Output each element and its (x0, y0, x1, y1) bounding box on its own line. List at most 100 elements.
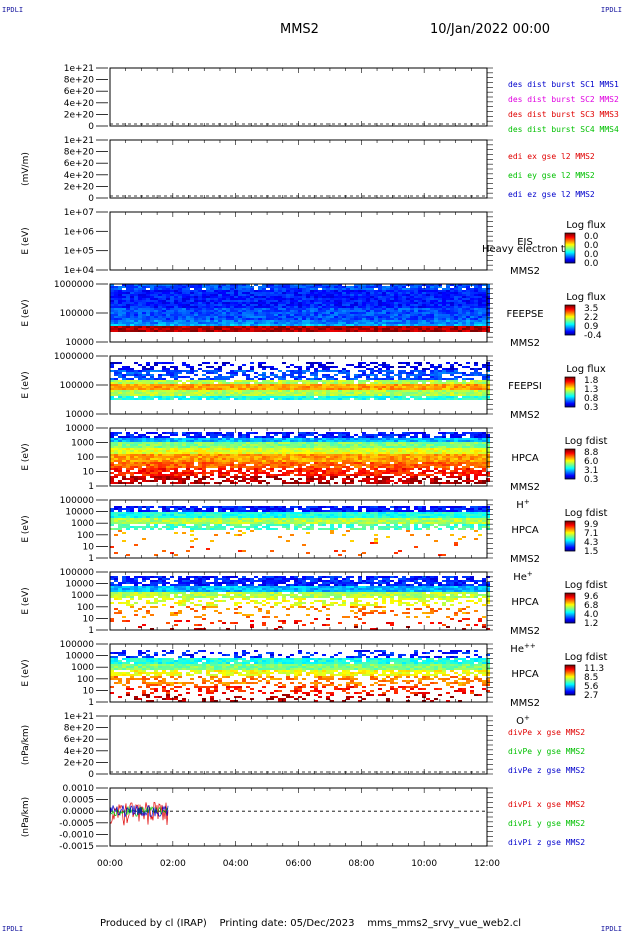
instrument-label: HPCA (511, 669, 539, 680)
species-label: O+ (516, 714, 530, 727)
colorbar-tick: 6.8 (584, 601, 599, 611)
y-tick-label: 10 (83, 468, 95, 478)
panel-frame (109, 715, 488, 775)
x-tick-label: 04:00 (223, 859, 249, 869)
y-tick-label: 1000 (71, 439, 94, 449)
y-tick-label: 100000 (60, 496, 95, 506)
y-tick-label: 1e+07 (64, 208, 94, 218)
y-tick-label: 1000000 (54, 280, 94, 290)
y-tick-label: 1e+21 (64, 64, 94, 74)
y-tick-label: 1 (88, 626, 94, 636)
corner-label-top-left: IPDLI (2, 6, 24, 14)
colorbar-tick: 0.0 (584, 241, 599, 251)
instrument-label: HPCA (511, 597, 539, 608)
instrument-label: FEEPSE (506, 309, 543, 320)
colorbar-tick: 3.1 (584, 466, 598, 476)
instrument-label: HPCA (511, 453, 539, 464)
y-tick-label: 1e+21 (64, 712, 94, 722)
divpi-series-x (109, 801, 169, 826)
x-tick-label: 00:00 (97, 859, 123, 869)
mission-label: MMS2 (510, 338, 540, 349)
y-tick-label: 2e+20 (64, 758, 95, 768)
colorbar-tick: 6.0 (584, 457, 599, 467)
divpi-series-z (109, 805, 169, 818)
y-tick-label: 0.0000 (63, 807, 95, 817)
y-tick-label: 1 (88, 482, 94, 492)
y-tick-label: 10000 (65, 508, 94, 518)
mission-label: MMS2 (510, 482, 540, 493)
y-tick-label: 4e+20 (64, 747, 95, 757)
y-axis-label: E (eV) (21, 515, 31, 542)
spacecraft-title: MMS2 (280, 22, 319, 37)
x-tick-label: 06:00 (286, 859, 312, 869)
y-axis-label: E (eV) (21, 299, 31, 326)
footer: Produced by cl (IRAP) Printing date: 05/… (100, 918, 521, 929)
y-tick-label: -0.0010 (59, 830, 94, 840)
colorbar-tick: 1.5 (584, 547, 598, 557)
y-tick-label: 10000 (65, 410, 94, 420)
colorbar-tick: 1.8 (584, 376, 599, 386)
panel-p5: 1000000 100000 10000 E (eV) FEEPSI MMS2 Log fl… (21, 352, 606, 421)
y-tick-label: 10 (83, 542, 95, 552)
colorbar-tick: 8.5 (584, 673, 598, 683)
colorbar-tick: 0.8 (584, 394, 599, 404)
panel-frame (109, 139, 488, 199)
legend-entry: edi ey gse l2 MMS2 (508, 171, 595, 180)
colorbar (564, 520, 576, 552)
y-tick-label: 1e+06 (64, 227, 95, 237)
y-tick-label: 1000 (71, 663, 94, 673)
colorbar-tick: -0.4 (584, 331, 602, 341)
colorbar-title: Log fdist (565, 580, 608, 591)
colorbar-tick: 2.7 (584, 691, 598, 701)
legend-entry: divPe y gse MMS2 (508, 747, 585, 756)
y-tick-label: 0.0010 (63, 784, 95, 794)
legend-entry: des dist burst SC4 MMS4 (508, 125, 619, 134)
y-tick-label: 0.0005 (63, 796, 95, 806)
y-tick-label: 1e+04 (64, 266, 95, 276)
y-tick-label: 8e+20 (64, 76, 95, 86)
y-tick-label: 100000 (60, 568, 95, 578)
species-label: H+ (516, 498, 530, 511)
y-axis-label: E (eV) (21, 587, 31, 614)
species-label: He+ (513, 570, 533, 583)
colorbar-tick: 1.2 (584, 619, 598, 629)
colorbar (564, 232, 576, 264)
footer-filename: mms_mms2_srvy_vue_web2.cl (367, 918, 522, 929)
y-tick-label: 100 (77, 603, 94, 613)
panel-p3: 1e+07 1e+06 1e+05 1e+04 E (eV) EIS MMS2 Heavy e… (21, 208, 606, 277)
mission-label: MMS2 (510, 626, 540, 637)
y-tick-label: 100 (77, 453, 94, 463)
y-tick-label: 2e+20 (64, 110, 95, 120)
y-axis-label: E (eV) (21, 371, 31, 398)
panel-frame (109, 67, 488, 127)
corner-label-bottom-left: IPDLI (2, 925, 24, 933)
colorbar-tick: 2.2 (584, 313, 598, 323)
colorbar-title: Log fdist (565, 436, 608, 447)
y-tick-label: 4e+20 (64, 99, 95, 109)
colorbar-tick: 1.3 (584, 385, 598, 395)
colorbar (564, 376, 576, 408)
legend-entry: divPe x gse MMS2 (508, 728, 585, 737)
colorbar-tick: 11.3 (584, 664, 604, 674)
y-tick-label: 0 (88, 194, 94, 204)
y-tick-label: 6e+20 (64, 735, 95, 745)
y-axis-label: E (eV) (21, 227, 31, 254)
y-tick-label: 0 (88, 122, 94, 132)
y-axis-label: (nPa/km) (21, 797, 31, 837)
mission-label: MMS2 (510, 410, 540, 421)
y-tick-label: 0 (88, 770, 94, 780)
colorbar-title: Log fdist (565, 652, 608, 663)
colorbar-tick: 8.8 (584, 448, 599, 458)
colorbar-tick: 4.3 (584, 538, 598, 548)
colorbar-tick: 0.3 (584, 403, 598, 413)
legend-entry: des dist burst SC2 MMS2 (508, 95, 619, 104)
overlay-label: Heavy electron to (482, 244, 571, 255)
colorbar-tick: 9.9 (584, 520, 599, 530)
colorbar-tick: 0.0 (584, 259, 599, 269)
y-tick-label: 10 (83, 614, 95, 624)
